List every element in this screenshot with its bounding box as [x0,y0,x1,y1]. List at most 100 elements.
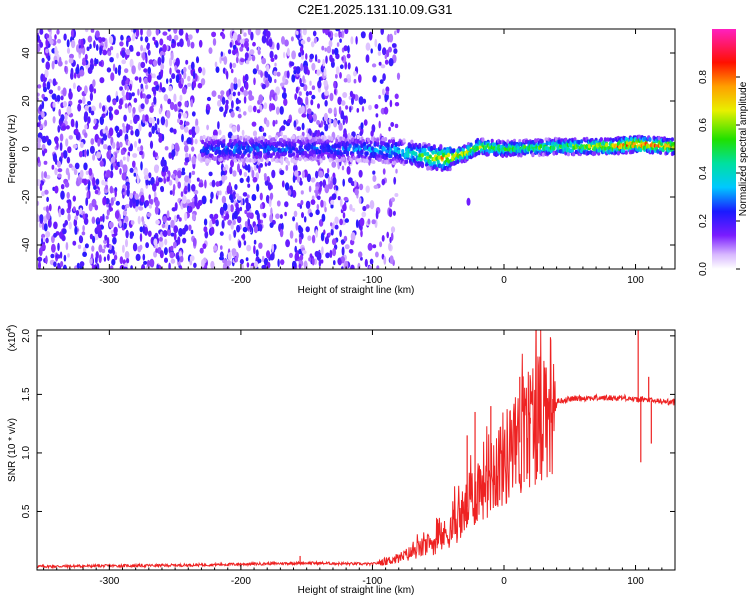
heatmap-cell [160,186,164,191]
heatmap-cell [45,48,49,54]
heatmap-cell [303,64,308,74]
y-tick-label: 1.5 [21,387,32,401]
heatmap-cell [169,101,175,111]
heatmap-cell [335,185,339,191]
heatmap-cell [169,67,172,75]
heatmap-cell [603,146,607,151]
colorbar-tick-label: 0.2 [698,214,709,228]
heatmap-cell [352,208,356,212]
x-tick-label: 0 [501,275,507,286]
heatmap-cell [154,199,160,207]
heatmap-cell [300,63,304,72]
heatmap-cell [80,141,84,148]
heatmap-cell [314,250,320,258]
heatmap-cell [316,204,320,210]
heatmap-cell [330,136,334,141]
heatmap-cell [102,196,107,206]
heatmap-cell [431,150,435,155]
heatmap-cell [37,256,43,262]
heatmap-cell [37,84,42,89]
heatmap-cell [188,172,192,179]
heatmap-cell [95,58,99,65]
heatmap-cell [190,41,195,49]
heatmap-cell [380,64,386,69]
heatmap-cell [342,92,348,98]
heatmap-cell [381,178,386,186]
heatmap-cell [103,256,107,262]
heatmap-cell [427,143,431,148]
heatmap-cell [38,137,42,143]
heatmap-cell [73,72,77,79]
heatmap-cell [91,245,95,252]
heatmap-cell [109,57,114,63]
heatmap-cell [295,149,300,154]
heatmap-cell [169,78,172,84]
heatmap-cell [384,54,387,60]
heatmap-cell [77,103,81,112]
heatmap-cell [302,29,307,36]
colorbar-tick-label: 0.0 [698,262,709,276]
heatmap-cell [385,90,389,96]
heatmap-cell [376,265,380,269]
heatmap-cell [109,243,112,251]
heatmap-cell [306,139,310,144]
heatmap-cell [37,179,41,186]
heatmap-cell [276,71,281,77]
heatmap-cell [389,99,393,108]
heatmap-cell [230,223,234,230]
heatmap-cell [662,136,667,142]
heatmap-cell [322,29,326,34]
heatmap-cell [112,236,117,245]
heatmap-cell [235,143,239,148]
heatmap-cell [157,56,162,66]
heatmap-cell [334,32,338,38]
heatmap-cell [233,229,237,238]
heatmap-cell [83,132,88,139]
heatmap-cell [60,190,65,200]
heatmap-cell [210,191,214,200]
heatmap-cell [253,239,257,245]
heatmap-cell [501,153,505,158]
heatmap-cell [244,209,248,215]
heatmap-cell [539,144,543,149]
heatmap-cell [121,204,126,210]
heatmap-cell [219,106,224,112]
heatmap-cell [232,219,236,226]
heatmap-cell [279,228,284,238]
heatmap-cell [285,158,289,164]
heatmap-cell [184,156,190,163]
heatmap-cell [244,73,249,82]
heatmap-cell [129,83,132,92]
heatmap-cell [284,211,287,217]
heatmap-cell [250,265,255,269]
heatmap-cell [239,135,243,141]
heatmap-cell [360,143,364,149]
heatmap-cell [111,258,116,266]
heatmap-cell [97,138,101,147]
heatmap-cell [208,171,213,177]
heatmap-cell [206,96,212,102]
heatmap-cell [343,201,347,211]
heatmap-cell [191,184,196,192]
heatmap-cell [367,242,373,251]
heatmap-cell [303,216,307,223]
heatmap-cell [84,243,89,249]
heatmap-cell [89,145,95,154]
heatmap-cell [130,220,135,226]
heatmap-cell [220,90,225,96]
heatmap-cell [341,165,345,171]
heatmap-cell [84,213,89,219]
heatmap-cell [245,60,250,65]
heatmap-cell [148,131,152,138]
heatmap-cell [110,46,114,51]
heatmap-cell [226,90,230,97]
heatmap-cell [45,38,49,48]
heatmap-cell [76,262,80,269]
heatmap-cell [140,29,143,36]
heatmap-cell [121,59,127,65]
heatmap-cell [201,259,205,268]
heatmap-cell [281,143,285,148]
heatmap-cell [137,215,141,225]
heatmap-cell [396,29,400,34]
heatmap-cell [102,49,108,56]
